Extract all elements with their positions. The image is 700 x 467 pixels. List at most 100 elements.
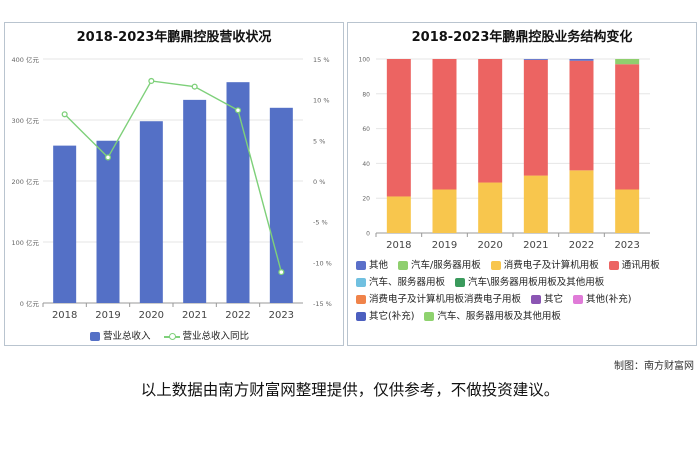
legend-label: 其他 xyxy=(369,260,389,271)
legend-item[interactable]: 通讯用板 xyxy=(608,257,660,271)
disclaimer-text: 以上数据由南方财富网整理提供，仅供参考，不做投资建议。 xyxy=(140,381,560,399)
revenue-chart-svg: 0 亿元 100 亿元 200 亿元 300 亿元 400 亿元 -15 % -10 % -5… xyxy=(12,55,332,321)
x-axis-tick-label: 2020 xyxy=(139,310,164,321)
left-axis-tick-label: 100 亿元 xyxy=(12,238,40,247)
legend-item[interactable]: 汽车/服务器用板 xyxy=(398,257,481,271)
x-axis-tick-label: 2022 xyxy=(569,240,594,251)
structure-chart-title: 2018-2023年鹏鼎控股业务结构变化 xyxy=(411,30,633,45)
legend-label: 通讯用板 xyxy=(621,260,660,271)
stacked-bar-segment xyxy=(523,175,548,233)
legend-item[interactable]: 其它(补充) xyxy=(356,308,414,322)
legend-swatch-icon xyxy=(455,278,466,287)
right-axis-tick-label: 15 % xyxy=(313,56,330,64)
x-axis-tick-label: 2021 xyxy=(182,310,207,321)
legend-item[interactable]: 汽车\服务器用板用板及其他用板 xyxy=(455,274,604,288)
left-axis-tick-label: 0 亿元 xyxy=(20,299,40,308)
legend-label: 汽车/服务器用板 xyxy=(411,260,481,271)
legend-label: 汽车、服务器用板 xyxy=(369,277,446,288)
right-axis-tick-label: 10 % xyxy=(313,97,330,105)
stacked-bar-segment xyxy=(569,170,594,233)
x-axis-tick-label: 2021 xyxy=(523,240,548,251)
yoy-growth-point xyxy=(148,77,155,85)
left-axis-tick-label: 300 亿元 xyxy=(12,116,40,125)
stacked-bar-segment xyxy=(478,182,503,233)
yoy-line-swatch-icon xyxy=(163,332,180,341)
legend-item[interactable]: 其它 xyxy=(531,291,563,305)
legend-row: 汽车、服务器用板 汽车\服务器用板用板及其他用板 xyxy=(356,274,614,288)
legend-label: 消费电子及计算机用板消费电子用板 xyxy=(369,294,522,305)
revenue-chart-title: 2018-2023年鹏鼎控股营收状况 xyxy=(76,30,272,45)
stacked-bar-segment xyxy=(523,59,548,176)
legend-item[interactable]: 汽车、服务器用板及其他用板 xyxy=(424,308,561,322)
legend-label: 汽车、服务器用板及其他用板 xyxy=(437,311,561,322)
right-axis-tick-label: 0 % xyxy=(313,178,325,186)
stacked-bar-segment xyxy=(432,189,457,233)
yoy-growth-point xyxy=(104,154,112,161)
stacked-bar-segment xyxy=(615,59,640,65)
legend-item[interactable]: 其他 xyxy=(356,257,388,271)
legend-swatch-icon xyxy=(608,261,619,270)
yoy-growth-point xyxy=(278,269,285,276)
legend-label: 汽车\服务器用板用板及其他用板 xyxy=(468,277,605,288)
x-axis-tick-label: 2023 xyxy=(269,310,294,321)
stacked-bar-segment xyxy=(569,60,594,171)
legend-item[interactable]: 消费电子及计算机用板消费电子用板 xyxy=(356,291,521,305)
left-axis-tick-label: 200 亿元 xyxy=(12,177,40,186)
y-axis-tick-label: 80 xyxy=(362,91,370,98)
structure-chart-svg: 0 20 40 60 80 100 2018 2019 2020 2021 2022 2023 xyxy=(359,57,650,251)
yoy-growth-point xyxy=(191,83,198,90)
revenue-bar xyxy=(96,140,120,303)
stacked-bar-segment xyxy=(615,64,640,190)
legend-label: 消费电子及计算机用板 xyxy=(503,260,599,271)
revenue-bar xyxy=(139,121,163,303)
legend-swatch-icon xyxy=(573,295,584,304)
legend-item[interactable]: 消费电子及计算机用板 xyxy=(490,257,599,271)
revenue-bar xyxy=(183,99,207,304)
right-axis-tick-label: -15 % xyxy=(313,300,332,308)
y-axis-tick-label: 20 xyxy=(362,196,370,203)
x-axis-tick-label: 2019 xyxy=(95,310,120,321)
x-axis-tick-label: 2020 xyxy=(477,240,502,251)
stacked-bar-segment xyxy=(523,59,548,60)
right-axis-tick-label: -5 % xyxy=(313,219,328,227)
legend-row: 其它(补充) 汽车、服务器用板及其他用板 xyxy=(356,308,571,322)
right-axis-tick-label: -10 % xyxy=(313,259,332,267)
legend-swatch-icon xyxy=(424,312,435,321)
legend-swatch-icon xyxy=(356,312,366,321)
legend-item-yoy[interactable]: 营业总收入同比 xyxy=(163,328,249,342)
revenue-bar xyxy=(226,82,250,304)
x-axis-tick-label: 2018 xyxy=(386,240,411,251)
chart-credit: 制图：南方财富网 xyxy=(614,361,694,372)
yoy-growth-line xyxy=(64,80,283,273)
revenue-bar xyxy=(53,145,77,303)
stacked-bar-segment xyxy=(386,59,411,197)
structure-chart-panel: 2018-2023年鹏鼎控股业务结构变化 0 20 40 60 80 100 2018 201… xyxy=(347,22,697,346)
stacked-bar-segment xyxy=(615,189,640,233)
legend-label: 其它 xyxy=(544,294,564,305)
x-axis-tick-label: 2018 xyxy=(52,310,77,321)
revenue-bar xyxy=(269,107,293,303)
legend-swatch-icon xyxy=(356,278,366,287)
y-axis-tick-label: 0 xyxy=(366,231,370,238)
x-axis-tick-label: 2023 xyxy=(614,240,639,251)
legend-label: 其他(补充) xyxy=(586,294,632,305)
legend-swatch-icon xyxy=(356,261,366,270)
legend-swatch-icon xyxy=(490,261,501,270)
left-axis-tick-label: 400 亿元 xyxy=(12,55,40,64)
legend-item[interactable]: 其他(补充) xyxy=(573,291,631,305)
y-axis-tick-label: 40 xyxy=(362,161,370,168)
yoy-growth-point xyxy=(234,107,242,114)
legend-item-revenue[interactable]: 营业总收入 xyxy=(90,328,151,342)
x-axis-tick-label: 2022 xyxy=(225,310,250,321)
legend-swatch-icon xyxy=(356,295,366,304)
y-axis-tick-label: 60 xyxy=(362,126,370,133)
y-axis-tick-label: 100 xyxy=(359,57,371,64)
legend-label: 其它(补充) xyxy=(369,311,415,322)
legend-row: 其他 汽车/服务器用板 消费电子及计算机用板 通讯用板 xyxy=(356,257,670,271)
stacked-bar-segment xyxy=(432,59,457,190)
revenue-legend: 营业总收入 营业总收入同比 xyxy=(90,328,259,342)
legend-swatch-icon xyxy=(531,295,542,304)
revenue-swatch-icon xyxy=(90,332,100,341)
stacked-bar-segment xyxy=(478,59,503,183)
legend-item[interactable]: 汽车、服务器用板 xyxy=(356,274,445,288)
